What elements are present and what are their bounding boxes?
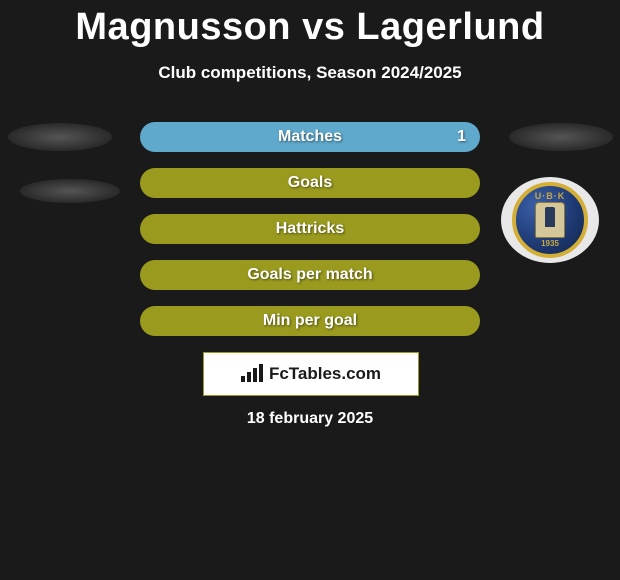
stat-bar-goals-per-match: Goals per match [140, 260, 480, 290]
player-shadow-left-top [8, 123, 112, 151]
brand-text: FcTables.com [269, 364, 381, 384]
club-badge: U·B·K 1935 [501, 177, 599, 263]
player-shadow-right [509, 123, 613, 151]
club-badge-acronym: U·B·K [516, 191, 584, 201]
stat-bar-hattricks: Hattricks [140, 214, 480, 244]
page-subtitle: Club competitions, Season 2024/2025 [0, 63, 620, 83]
stat-bar-label: Hattricks [276, 220, 344, 238]
stat-bar-min-per-goal: Min per goal [140, 306, 480, 336]
stat-bar-matches: Matches 1 [140, 122, 480, 152]
brand-bars-icon [241, 362, 263, 387]
stat-bar-goals: Goals [140, 168, 480, 198]
stat-bars: Matches 1 Goals Hattricks Goals per matc… [140, 122, 480, 352]
stat-bar-label: Matches [278, 128, 342, 146]
footer-date: 18 february 2025 [0, 410, 620, 428]
stat-bar-value: 1 [457, 128, 466, 146]
player-shadow-left-bottom [20, 179, 120, 203]
club-badge-shield [535, 202, 565, 238]
stat-bar-label: Goals per match [247, 266, 372, 284]
club-badge-year: 1935 [516, 239, 584, 248]
club-badge-inner: U·B·K 1935 [512, 182, 588, 258]
page-title: Magnusson vs Lagerlund [0, 0, 620, 49]
stat-bar-label: Min per goal [263, 312, 357, 330]
stat-bar-label: Goals [288, 174, 332, 192]
club-badge-tower-icon [545, 207, 555, 227]
brand-link[interactable]: FcTables.com [203, 352, 419, 396]
